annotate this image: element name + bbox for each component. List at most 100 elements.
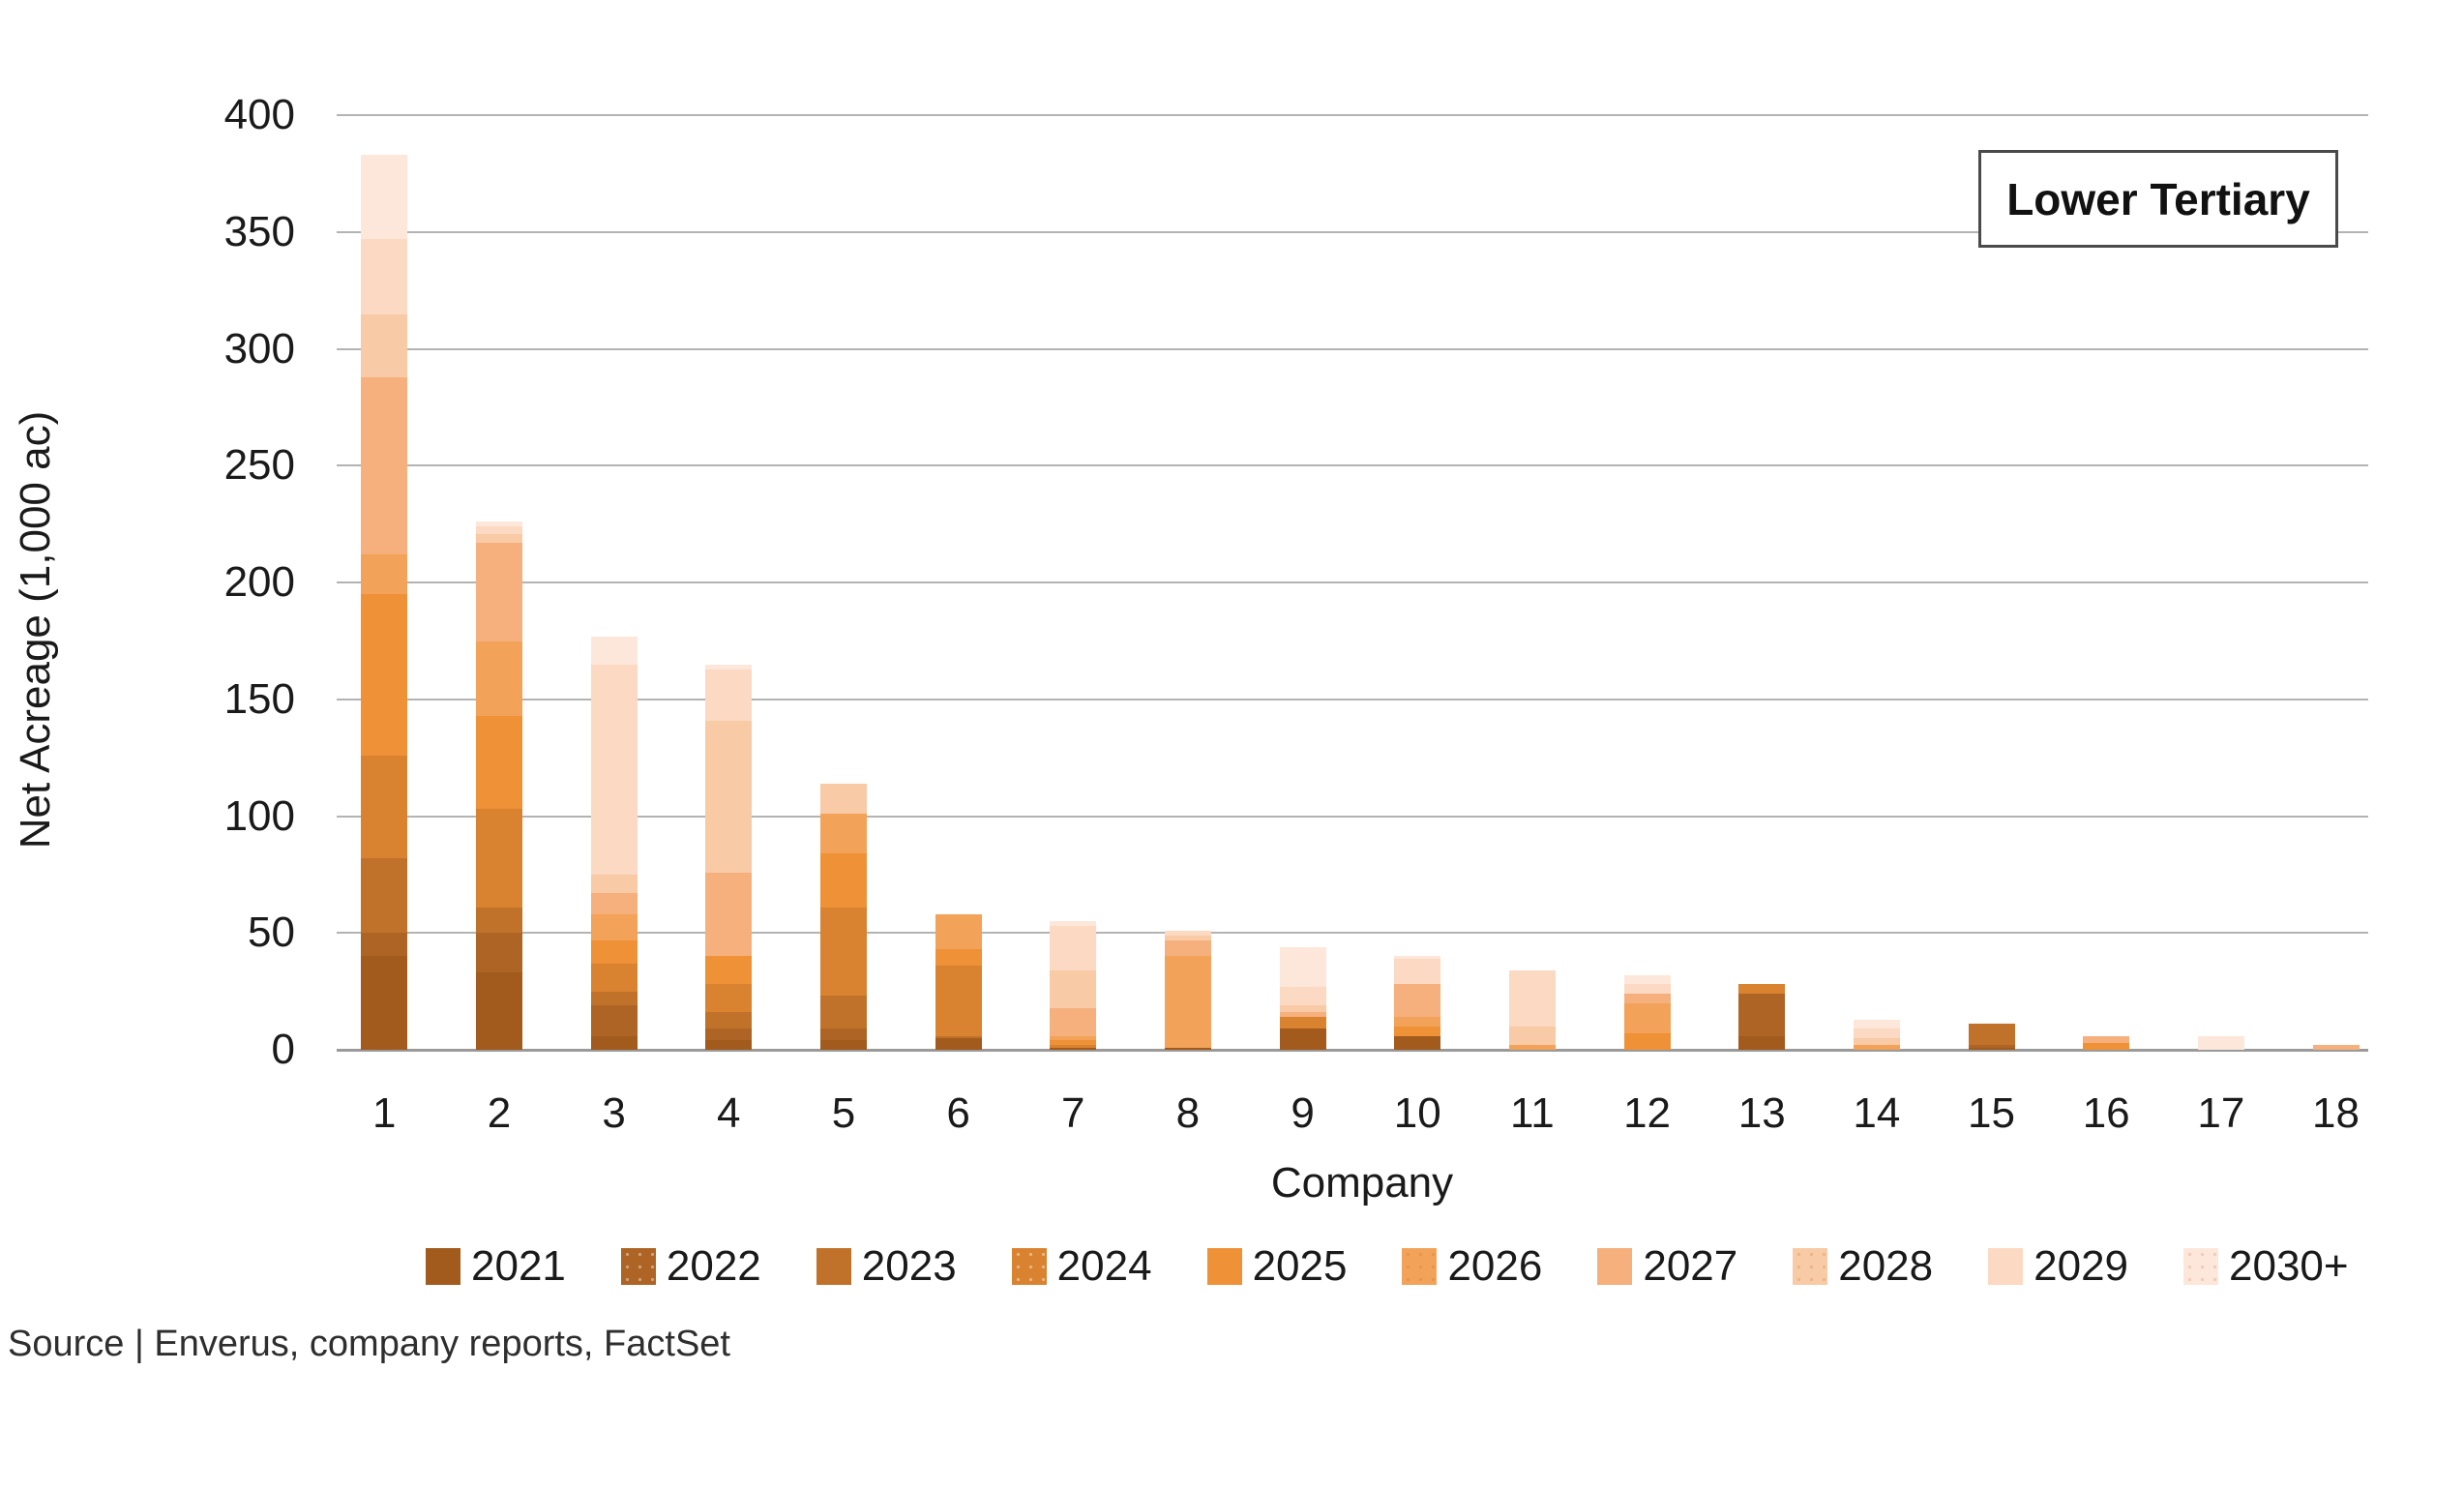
bar-segment-2022-company-5 xyxy=(819,1028,867,1041)
bar-company-14 xyxy=(1853,1019,1900,1050)
bar-segment-2021-company-7 xyxy=(1050,1047,1097,1050)
bar-segment-2022-company-1 xyxy=(361,933,408,957)
y-axis-title: Net Acreage (1,000 ac) xyxy=(12,410,59,849)
x-axis-title: Company xyxy=(1270,1159,1454,1207)
bar-segment-2027-company-16 xyxy=(2083,1035,2130,1043)
legend-label-2022: 2022 xyxy=(666,1242,761,1290)
bar-segment-2029-company-12 xyxy=(1623,984,1671,995)
legend-swatch-2028 xyxy=(1793,1248,1828,1285)
chart-title-box: Lower Tertiary xyxy=(1978,150,2338,248)
bar-segment-2021-company-5 xyxy=(819,1040,867,1050)
gridline-350 xyxy=(337,231,2368,233)
bar-company-8 xyxy=(1164,930,1211,1050)
y-axis-tick-label-150: 150 xyxy=(223,674,295,723)
legend-item-2027: 2027 xyxy=(1597,1242,1737,1291)
bar-company-9 xyxy=(1279,946,1326,1050)
bar-segment-2024-company-13 xyxy=(1738,984,1786,995)
bar-segment-2024-company-3 xyxy=(590,963,638,992)
x-axis-tick-label-13: 13 xyxy=(1737,1089,1786,1137)
bar-company-11 xyxy=(1508,969,1556,1050)
bar-company-16 xyxy=(2083,1035,2130,1050)
bar-segment-2025-company-4 xyxy=(705,956,753,985)
legend-item-2026: 2026 xyxy=(1402,1242,1542,1291)
legend-swatch-2025 xyxy=(1206,1248,1242,1285)
bar-segment-2026-company-10 xyxy=(1394,1017,1441,1027)
bar-segment-2026-company-8 xyxy=(1164,956,1211,1048)
bar-segment-2028-company-7 xyxy=(1050,969,1097,1008)
bar-segment-2029-company-9 xyxy=(1279,986,1326,1006)
bar-segment-2029-company-3 xyxy=(590,664,638,875)
legend-swatch-2024 xyxy=(1011,1248,1047,1285)
y-axis-tick-label-350: 350 xyxy=(223,208,295,255)
bar-segment-2021-company-10 xyxy=(1394,1035,1441,1050)
bar-segment-2021-company-4 xyxy=(705,1040,753,1050)
x-axis-tick-label-16: 16 xyxy=(2082,1089,2130,1137)
bar-company-3 xyxy=(590,636,638,1050)
bar-segment-2021-company-15 xyxy=(1968,1047,2015,1050)
bar-segment-2024-company-6 xyxy=(935,966,982,1036)
bar-segment-2022-company-3 xyxy=(590,1005,638,1036)
legend-item-2028: 2028 xyxy=(1793,1242,1933,1291)
bar-segment-2021-company-3 xyxy=(590,1035,638,1050)
bar-segment-2028-company-4 xyxy=(705,720,753,873)
legend-label-2029: 2029 xyxy=(2034,1242,2129,1290)
x-axis-tick-label-5: 5 xyxy=(831,1089,856,1137)
bar-company-10 xyxy=(1394,956,1441,1050)
bar-company-17 xyxy=(2197,1035,2244,1050)
legend-swatch-2021 xyxy=(426,1248,460,1285)
gridline-100 xyxy=(337,815,2368,818)
bar-company-1 xyxy=(361,155,408,1050)
legend-swatch-2029 xyxy=(1988,1248,2024,1285)
bar-segment-2029-company-8 xyxy=(1164,930,1211,936)
x-axis-tick-label-1: 1 xyxy=(372,1089,397,1137)
bar-segment-2030+-company-14 xyxy=(1853,1019,1900,1029)
legend-item-2021: 2021 xyxy=(426,1242,566,1291)
y-axis-tick-label-300: 300 xyxy=(223,324,295,372)
legend-swatch-2022 xyxy=(620,1248,656,1285)
bar-segment-2030+-company-3 xyxy=(590,636,638,665)
bar-segment-2029-company-1 xyxy=(361,239,408,314)
bar-segment-2025-company-5 xyxy=(819,853,867,908)
legend-label-2025: 2025 xyxy=(1252,1242,1348,1290)
x-axis-tick-label-18: 18 xyxy=(2312,1089,2360,1137)
gridline-50 xyxy=(337,932,2368,935)
bar-segment-2021-company-1 xyxy=(361,956,408,1050)
legend-item-2030+: 2030+ xyxy=(2183,1242,2349,1291)
y-axis-tick-label-200: 200 xyxy=(223,558,295,607)
bar-segment-2026-company-6 xyxy=(935,914,982,950)
bar-segment-2029-company-2 xyxy=(475,526,522,534)
bar-segment-2021-company-9 xyxy=(1279,1028,1326,1050)
bar-segment-2027-company-3 xyxy=(590,893,638,914)
bar-segment-2029-company-11 xyxy=(1508,969,1556,1027)
y-axis-tick-label-400: 400 xyxy=(223,91,295,139)
bar-segment-2024-company-4 xyxy=(705,984,753,1013)
bar-segment-2025-company-7 xyxy=(1050,1040,1097,1046)
legend-swatch-2026 xyxy=(1402,1248,1438,1285)
x-axis-tick-label-4: 4 xyxy=(717,1089,741,1137)
bar-segment-2023-company-15 xyxy=(1968,1024,2015,1046)
y-axis-tick-label-100: 100 xyxy=(223,791,295,840)
x-axis-tick-label-9: 9 xyxy=(1291,1089,1315,1137)
bar-segment-2028-company-5 xyxy=(819,783,867,815)
bar-segment-2023-company-2 xyxy=(475,907,522,934)
bar-segment-2028-company-9 xyxy=(1279,1005,1326,1013)
bar-company-12 xyxy=(1623,974,1671,1050)
bar-company-5 xyxy=(819,783,867,1050)
legend-label-2023: 2023 xyxy=(861,1242,957,1290)
bar-segment-2021-company-2 xyxy=(475,972,522,1050)
bar-company-6 xyxy=(935,914,982,1050)
bar-segment-2028-company-8 xyxy=(1164,935,1211,940)
legend-item-2022: 2022 xyxy=(620,1242,761,1291)
source-note: Source | Enverus, company reports, FactS… xyxy=(8,1324,730,1364)
legend-label-2024: 2024 xyxy=(1056,1242,1152,1290)
x-axis-tick-label-6: 6 xyxy=(946,1089,970,1137)
bar-company-18 xyxy=(2312,1045,2360,1050)
bar-segment-2027-company-7 xyxy=(1050,1007,1097,1036)
bar-company-4 xyxy=(705,664,753,1050)
bar-segment-2028-company-14 xyxy=(1853,1037,1900,1046)
bar-segment-2030+-company-1 xyxy=(361,155,408,240)
bar-segment-2021-company-13 xyxy=(1738,1035,1786,1050)
gridline-150 xyxy=(337,698,2368,700)
bar-segment-2023-company-1 xyxy=(361,858,408,934)
